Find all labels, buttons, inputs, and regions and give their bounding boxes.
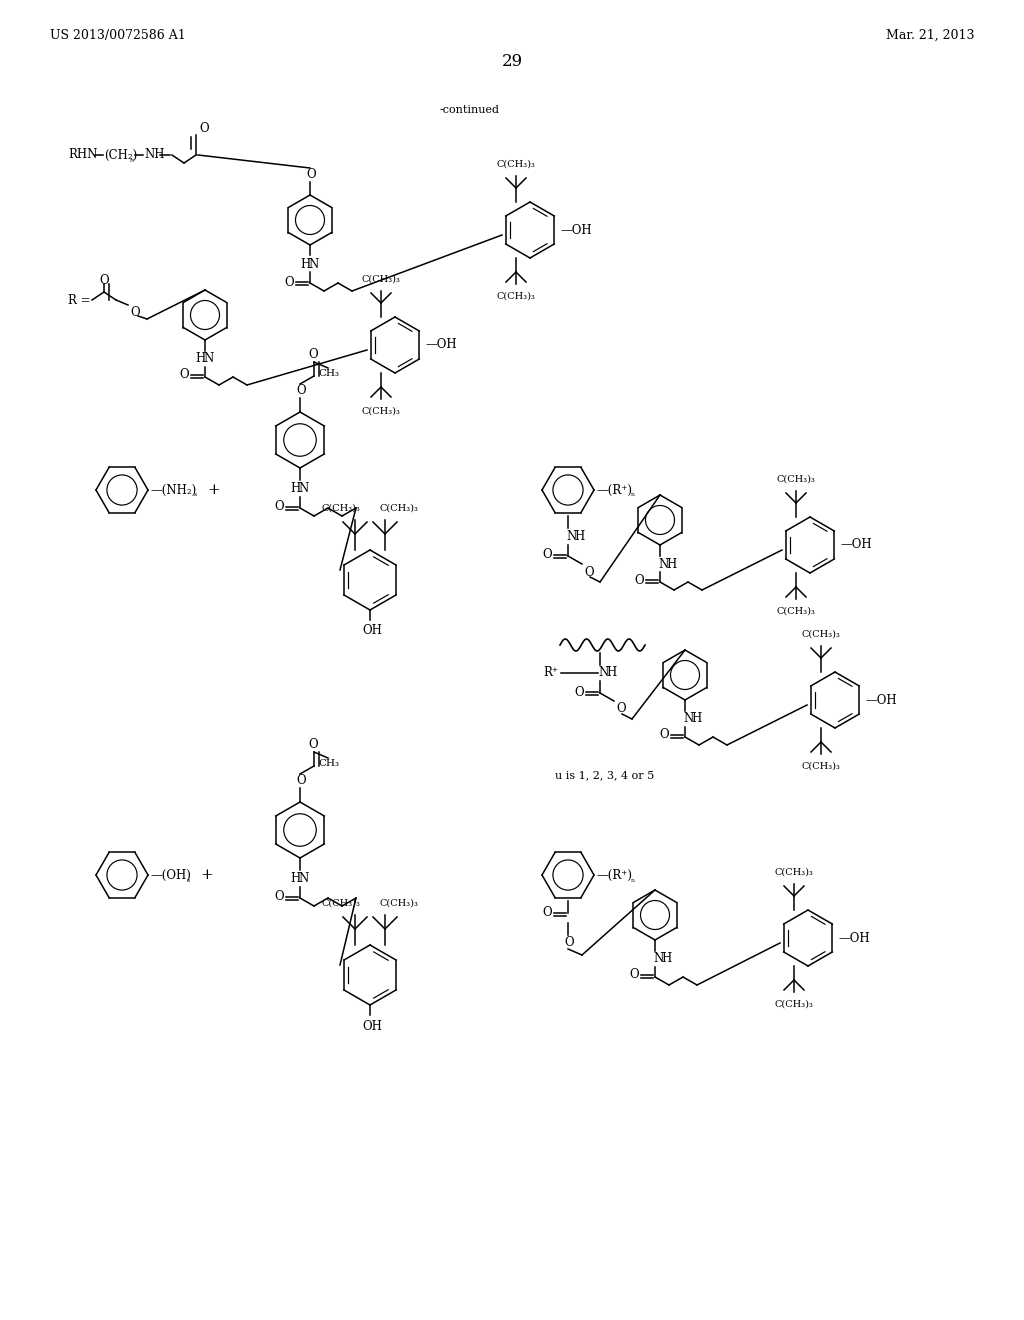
Text: Mar. 21, 2013: Mar. 21, 2013 (886, 29, 974, 41)
Text: US 2013/0072586 A1: US 2013/0072586 A1 (50, 29, 185, 41)
Text: —OH: —OH (840, 539, 871, 552)
Text: H: H (666, 557, 676, 570)
Text: O: O (99, 273, 109, 286)
Text: O: O (574, 685, 584, 698)
Text: O: O (308, 347, 317, 360)
Text: C(CH₃)₃: C(CH₃)₃ (802, 630, 841, 639)
Text: OH: OH (362, 1020, 382, 1034)
Text: —OH: —OH (838, 932, 869, 945)
Text: O: O (543, 907, 552, 920)
Text: -continued: -continued (440, 106, 500, 115)
Text: H: H (606, 667, 616, 680)
Text: O: O (285, 276, 294, 289)
Text: ₙ: ₙ (130, 154, 134, 164)
Text: —(R⁺): —(R⁺) (596, 869, 632, 882)
Text: R =: R = (68, 293, 90, 306)
Text: +: + (208, 483, 220, 498)
Text: —OH: —OH (425, 338, 457, 351)
Text: O: O (274, 891, 284, 903)
Text: C(CH₃)₃: C(CH₃)₃ (380, 899, 419, 908)
Text: O: O (635, 573, 644, 586)
Text: N: N (298, 483, 308, 495)
Text: C(CH₃)₃: C(CH₃)₃ (380, 503, 419, 512)
Text: O: O (130, 305, 139, 318)
Text: —(OH): —(OH) (150, 869, 190, 882)
Text: (CH₂): (CH₂) (104, 149, 137, 161)
Text: C(CH₃)₃: C(CH₃)₃ (802, 762, 841, 771)
Text: H: H (300, 257, 310, 271)
Text: H: H (662, 953, 672, 965)
Text: O: O (296, 774, 305, 787)
Text: N: N (308, 257, 318, 271)
Text: H: H (574, 531, 585, 544)
Text: —(NH₂): —(NH₂) (150, 483, 197, 496)
Text: C(CH₃)₃: C(CH₃)₃ (776, 474, 815, 483)
Text: C(CH₃)₃: C(CH₃)₃ (322, 899, 360, 908)
Text: C(CH₃)₃: C(CH₃)₃ (497, 292, 536, 301)
Text: C(CH₃)₃: C(CH₃)₃ (776, 606, 815, 615)
Text: N: N (658, 557, 669, 570)
Text: C(CH₃)₃: C(CH₃)₃ (497, 160, 536, 169)
Text: O: O (659, 729, 669, 742)
Text: RHN: RHN (68, 149, 97, 161)
Text: N: N (203, 352, 213, 366)
Text: —OH: —OH (865, 693, 897, 706)
Text: N: N (683, 713, 693, 726)
Text: H: H (290, 873, 300, 886)
Text: C(CH₃)₃: C(CH₃)₃ (361, 275, 400, 284)
Text: O: O (296, 384, 305, 396)
Text: OH: OH (362, 623, 382, 636)
Text: O: O (616, 702, 626, 715)
Text: +: + (201, 869, 213, 882)
Text: ₛ: ₛ (187, 874, 190, 883)
Text: ₛ: ₛ (194, 490, 198, 499)
Text: —OH: —OH (560, 223, 592, 236)
Text: NH: NH (144, 149, 165, 161)
Text: R⁺: R⁺ (543, 667, 558, 680)
Text: 29: 29 (502, 54, 522, 70)
Text: N: N (566, 531, 577, 544)
Text: O: O (308, 738, 317, 751)
Text: —(R⁺): —(R⁺) (596, 483, 632, 496)
Text: N: N (598, 667, 608, 680)
Text: CH₃: CH₃ (318, 759, 339, 768)
Text: N: N (653, 953, 664, 965)
Text: H: H (195, 352, 205, 366)
Text: O: O (306, 168, 315, 181)
Text: O: O (543, 549, 552, 561)
Text: H: H (691, 713, 701, 726)
Text: O: O (564, 936, 573, 949)
Text: ₙ: ₙ (631, 874, 635, 883)
Text: C(CH₃)₃: C(CH₃)₃ (774, 999, 813, 1008)
Text: O: O (274, 500, 284, 513)
Text: O: O (630, 969, 639, 982)
Text: ₙ: ₙ (631, 490, 635, 499)
Text: C(CH₃)₃: C(CH₃)₃ (361, 407, 400, 416)
Text: u is 1, 2, 3, 4 or 5: u is 1, 2, 3, 4 or 5 (555, 770, 654, 780)
Text: O: O (584, 565, 594, 578)
Text: H: H (290, 483, 300, 495)
Text: C(CH₃)₃: C(CH₃)₃ (774, 867, 813, 876)
Text: CH₃: CH₃ (318, 370, 339, 378)
Text: C(CH₃)₃: C(CH₃)₃ (322, 503, 360, 512)
Text: O: O (199, 121, 209, 135)
Text: O: O (179, 368, 189, 381)
Text: N: N (298, 873, 308, 886)
